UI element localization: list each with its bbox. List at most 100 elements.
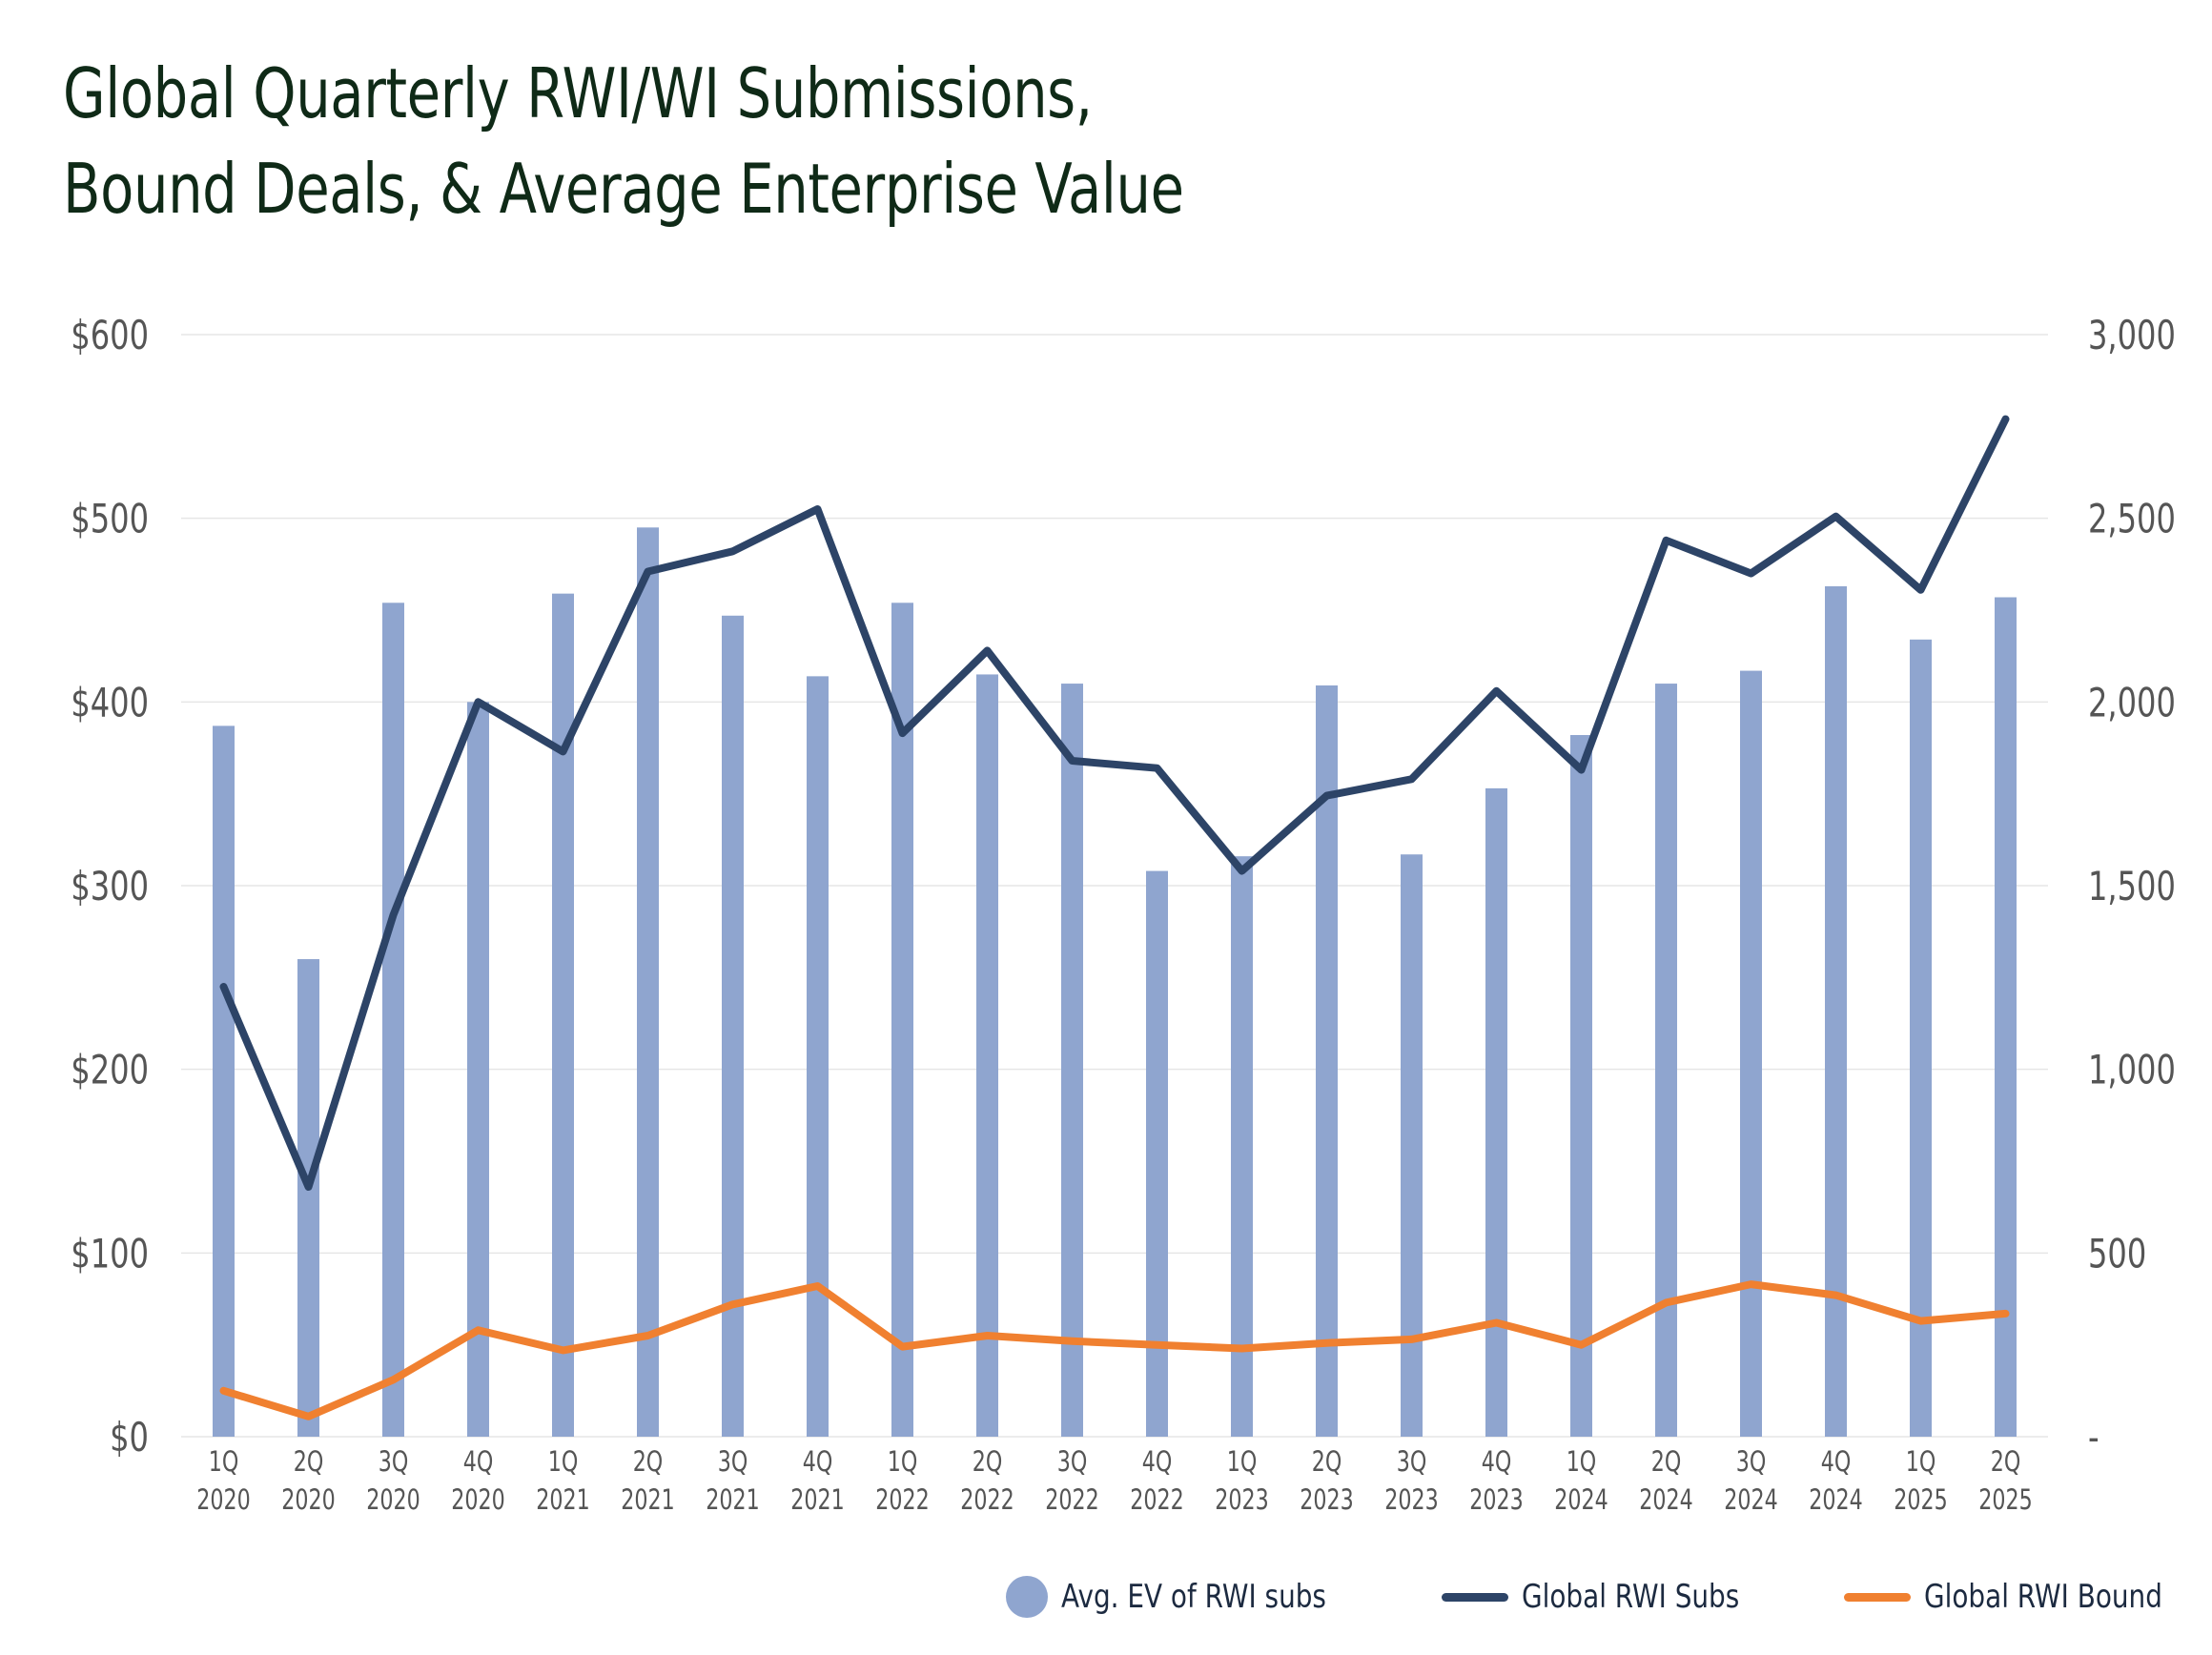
line-global-rwi-bound-point: [1326, 1342, 1327, 1344]
line-global-rwi-bound-point: [393, 1379, 394, 1380]
line-series: [219, 415, 2010, 1420]
x-tick-label-quarter: 1Q: [1567, 1446, 1597, 1478]
left-axis: $0 $100 $200 $300 $400 $500 $600: [71, 313, 149, 1461]
x-tick-label-year: 2025: [1894, 1484, 1947, 1516]
legend-item-rwi-subs[interactable]: Global RWI Subs: [1441, 1578, 1787, 1616]
bar-avg-ev: [1485, 787, 1507, 1437]
bar-avg-ev: [807, 676, 829, 1437]
x-tick-label-year: 2022: [1045, 1484, 1098, 1516]
x-tick-label-year: 2021: [706, 1484, 759, 1516]
left-axis-tick-label: $400: [71, 681, 149, 726]
bar-avg-ev: [1995, 597, 2017, 1437]
line-global-rwi-bound-point: [1666, 1301, 1667, 1303]
x-tick-label-quarter: 2Q: [1651, 1446, 1682, 1478]
legend-item-rwi-bound[interactable]: Global RWI Bound: [1844, 1578, 2212, 1616]
bar-avg-ev: [891, 603, 913, 1437]
x-tick-label-quarter: 3Q: [1057, 1446, 1088, 1478]
line-global-rwi-subs-point: [1496, 690, 1497, 692]
x-tick-label-year: 2020: [366, 1484, 420, 1516]
x-tick-label-quarter: 1Q: [1906, 1446, 1936, 1478]
line-global-rwi-subs-point: [987, 649, 988, 651]
line-global-rwi-subs-point: [223, 986, 224, 988]
line-global-rwi-bound-point: [1581, 1344, 1582, 1346]
right-axis-tick-label: 2,500: [2088, 497, 2176, 542]
line-global-rwi-bound-point: [223, 1390, 224, 1392]
left-axis-tick-label: $200: [71, 1048, 149, 1093]
legend-label-rwi-bound: Global RWI Bound: [1924, 1578, 2163, 1616]
line-global-rwi-bound-point: [1496, 1322, 1497, 1324]
right-axis: - 500 1,000 1,500 2,000 2,500 3,000: [2088, 313, 2176, 1461]
line-global-rwi-bound-point: [1241, 1348, 1242, 1350]
x-tick-label-quarter: 1Q: [888, 1446, 918, 1478]
x-tick-label-year: 2022: [1130, 1484, 1183, 1516]
chart-title-line-1: Global Quarterly RWI/WI Submissions,: [63, 53, 1093, 133]
left-axis-tick-label: $300: [71, 864, 149, 909]
line-global-rwi-subs-point: [1072, 760, 1073, 762]
x-tick-label-quarter: 4Q: [1142, 1446, 1173, 1478]
line-global-rwi-subs-point: [647, 571, 648, 573]
x-tick-label-year: 2022: [875, 1484, 929, 1516]
right-axis-tick-label: 1,500: [2088, 864, 2176, 909]
line-global-rwi-subs-point: [732, 550, 733, 552]
x-tick-label-year: 2023: [1215, 1484, 1268, 1516]
x-tick-label-quarter: 1Q: [548, 1446, 579, 1478]
x-tick-label-year: 2023: [1300, 1484, 1353, 1516]
x-tick-label-quarter: 2Q: [294, 1446, 324, 1478]
right-axis-tick-label: -: [2088, 1415, 2099, 1461]
x-tick-label-quarter: 1Q: [1227, 1446, 1258, 1478]
bar-avg-ev: [467, 702, 489, 1437]
bar-avg-ev: [1570, 735, 1592, 1437]
line-global-rwi-subs-point: [1835, 516, 1836, 518]
legend-label-rwi-subs: Global RWI Subs: [1521, 1578, 1740, 1616]
bar-avg-ev: [722, 615, 744, 1437]
x-tick-label-quarter: 4Q: [803, 1446, 833, 1478]
line-global-rwi-bound-point: [1920, 1320, 1921, 1322]
right-axis-tick-label: 1,000: [2088, 1048, 2176, 1093]
x-tick-label-year: 2020: [281, 1484, 335, 1516]
x-tick-label-year: 2020: [451, 1484, 504, 1516]
x-tick-label-quarter: 3Q: [1736, 1446, 1767, 1478]
right-axis-tick-label: 500: [2088, 1232, 2146, 1277]
x-tick-label-year: 2025: [1978, 1484, 2032, 1516]
x-tick-label-year: 2024: [1554, 1484, 1608, 1516]
x-tick-label-year: 2023: [1469, 1484, 1523, 1516]
chart-title: Global Quarterly RWI/WI Submissions, Bou…: [63, 46, 1588, 236]
line-global-rwi-subs-point: [1411, 778, 1412, 780]
chart-title-line-2: Bound Deals, & Average Enterprise Value: [63, 149, 1184, 229]
bar-avg-ev: [1910, 639, 1932, 1437]
x-tick-label-quarter: 2Q: [1312, 1446, 1342, 1478]
x-tick-label-quarter: 2Q: [633, 1446, 664, 1478]
line-global-rwi-bound-point: [308, 1416, 309, 1418]
line-global-rwi-subs-point: [393, 914, 394, 916]
line-global-rwi-bound-point: [732, 1303, 733, 1305]
line-global-rwi-bound-point: [1411, 1338, 1412, 1340]
bar-avg-ev: [213, 725, 235, 1437]
x-tick-label-quarter: 4Q: [1482, 1446, 1512, 1478]
x-tick-label-year: 2021: [621, 1484, 674, 1516]
x-tick-label-year: 2023: [1384, 1484, 1438, 1516]
legend-label-avg-ev: Avg. EV of RWI subs: [1061, 1578, 1326, 1616]
bar-avg-ev: [1740, 670, 1762, 1437]
gridlines: [181, 334, 2048, 1438]
x-tick-label-quarter: 1Q: [209, 1446, 239, 1478]
line-global-rwi-bound-point: [987, 1335, 988, 1337]
x-tick-label-quarter: 2Q: [973, 1446, 1003, 1478]
line-global-rwi-subs-point: [1666, 540, 1667, 541]
x-tick-label-quarter: 4Q: [463, 1446, 494, 1478]
bar-series: [213, 527, 2017, 1437]
x-tick-label-quarter: 2Q: [1991, 1446, 2021, 1478]
x-tick-label-quarter: 3Q: [1397, 1446, 1427, 1478]
line-global-rwi-subs-point: [817, 508, 818, 510]
line-global-rwi-bound-point: [1835, 1295, 1836, 1297]
line-global-rwi-bound-point: [647, 1335, 648, 1337]
bar-avg-ev: [1825, 585, 1847, 1437]
bar-avg-ev: [1061, 684, 1083, 1437]
line-global-rwi-subs-point: [478, 701, 479, 703]
legend-swatch-avg-ev: [1006, 1576, 1048, 1618]
x-tick-label-year: 2024: [1809, 1484, 1862, 1516]
x-tick-label-year: 2022: [960, 1484, 1014, 1516]
bar-avg-ev: [1316, 684, 1338, 1437]
line-global-rwi-bound-point: [1072, 1340, 1073, 1342]
legend-item-avg-ev[interactable]: Avg. EV of RWI subs: [1006, 1576, 1384, 1618]
